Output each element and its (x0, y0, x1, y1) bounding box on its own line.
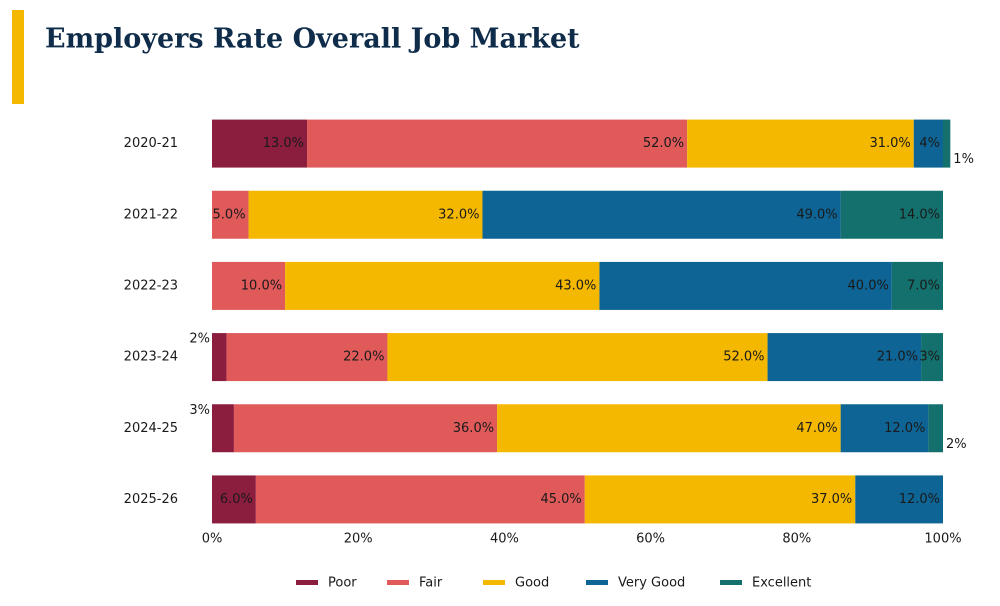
value-label: 40.0% (848, 278, 889, 293)
value-label: 43.0% (555, 278, 596, 293)
value-label: 6.0% (220, 492, 253, 507)
legend-swatch (586, 580, 608, 585)
bar-segment (687, 119, 914, 168)
bar-segment (599, 261, 892, 310)
bar-segment (212, 190, 249, 239)
value-label: 36.0% (453, 421, 494, 436)
bar-segment (387, 333, 768, 382)
bar-segment (226, 333, 388, 382)
legend-label: Fair (419, 576, 443, 591)
bar-segment (482, 190, 841, 239)
legend-swatch (720, 580, 742, 585)
value-label: 3% (189, 403, 210, 418)
value-label: 32.0% (438, 207, 479, 222)
y-tick-label: 2023-24 (124, 350, 178, 365)
bar-segment (285, 261, 600, 310)
value-label: 52.0% (643, 136, 684, 151)
bar-segment (212, 333, 227, 382)
x-tick-label: 0% (202, 532, 223, 547)
legend-label: Excellent (752, 576, 811, 591)
value-label: 12.0% (899, 492, 940, 507)
y-tick-label: 2024-25 (124, 421, 178, 436)
bar-segment (248, 190, 483, 239)
legend-swatch (483, 580, 505, 585)
value-label: 52.0% (723, 350, 764, 365)
value-label: 12.0% (884, 421, 925, 436)
value-label: 7.0% (907, 278, 940, 293)
value-label: 10.0% (241, 278, 282, 293)
value-label: 47.0% (796, 421, 837, 436)
value-label: 21.0% (877, 350, 918, 365)
value-label: 2% (189, 332, 210, 347)
bar-segment (497, 404, 841, 453)
bar-segment (212, 404, 234, 453)
legend-label: Poor (328, 576, 357, 591)
value-label: 45.0% (540, 492, 581, 507)
bar-segment (928, 404, 943, 453)
legend-label: Very Good (618, 576, 685, 591)
title-accent (12, 10, 24, 104)
x-tick-label: 60% (636, 532, 665, 547)
chart-title: Employers Rate Overall Job Market (45, 24, 580, 55)
value-label: 1% (953, 152, 974, 167)
bar-segment (840, 190, 943, 239)
value-label: 4% (919, 136, 940, 151)
x-tick-label: 20% (344, 532, 373, 547)
bar-segment (233, 404, 498, 453)
y-tick-label: 2021-22 (124, 207, 178, 222)
bar-segment (212, 261, 286, 310)
bar-segment (255, 475, 585, 524)
bar-segment (840, 404, 929, 453)
bar-segment (891, 261, 943, 310)
bar-segment (855, 475, 943, 524)
y-tick-label: 2025-26 (124, 492, 178, 507)
legend-swatch (387, 580, 409, 585)
bar-segment (584, 475, 856, 524)
bar-segment (307, 119, 688, 168)
y-tick-label: 2022-23 (124, 278, 178, 293)
bar-segment (913, 119, 943, 168)
bar-segment (943, 119, 951, 168)
value-label: 2% (946, 437, 967, 452)
value-label: 14.0% (899, 207, 940, 222)
value-label: 31.0% (869, 136, 910, 151)
legend-swatch (296, 580, 318, 585)
x-tick-label: 40% (490, 532, 519, 547)
x-tick-label: 100% (924, 532, 961, 547)
x-tick-label: 80% (782, 532, 811, 547)
value-label: 49.0% (796, 207, 837, 222)
value-label: 5.0% (213, 207, 246, 222)
value-label: 3% (919, 350, 940, 365)
legend-label: Good (515, 576, 549, 591)
bar-segment (921, 333, 943, 382)
value-label: 37.0% (811, 492, 852, 507)
bar-segment (212, 475, 256, 524)
value-label: 22.0% (343, 350, 384, 365)
bar-segment (767, 333, 922, 382)
value-label: 13.0% (263, 136, 304, 151)
y-tick-label: 2020-21 (124, 136, 178, 151)
bar-segment (212, 119, 308, 168)
